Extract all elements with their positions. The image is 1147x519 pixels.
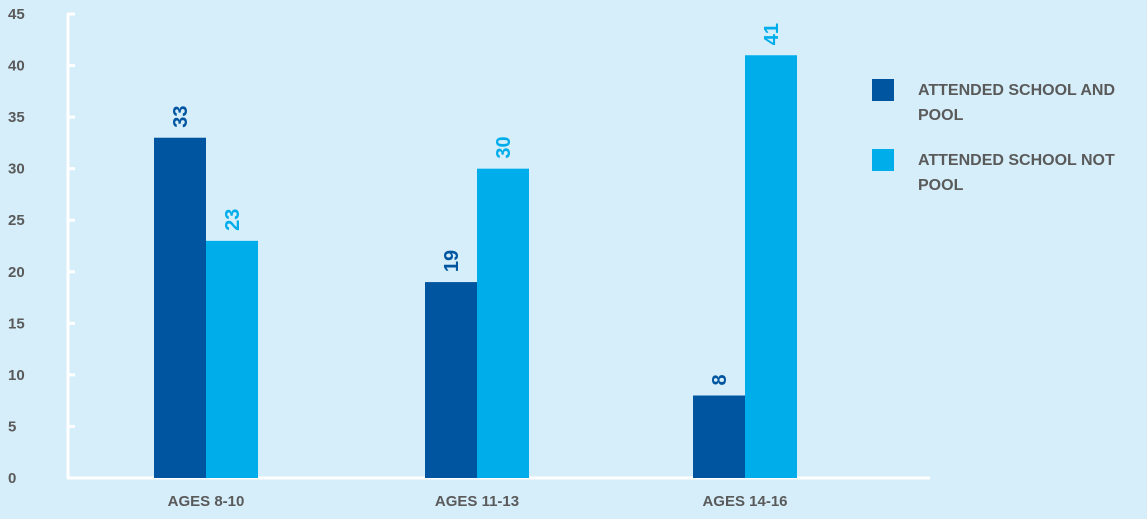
data-label: 41	[761, 23, 783, 45]
bar	[425, 282, 477, 478]
bar	[206, 240, 258, 478]
category-labels: AGES 8-10 AGES 11-13 AGES 14-16	[168, 493, 788, 510]
category-label: AGES 14-16	[702, 493, 787, 510]
bar	[154, 137, 206, 478]
legend-swatch-and-pool	[872, 79, 894, 101]
legend: ATTENDED SCHOOL AND POOL ATTENDED SCHOOL…	[872, 78, 1142, 218]
data-label: 23	[222, 209, 244, 231]
data-labels: 33 19 8 23 30 41	[170, 23, 783, 386]
y-tick-label: 20	[8, 264, 25, 281]
y-tick-label: 40	[8, 58, 25, 75]
y-tick-label: 10	[8, 367, 25, 384]
data-label: 33	[170, 105, 192, 127]
legend-item-not-pool: ATTENDED SCHOOL NOT POOL	[872, 148, 1142, 198]
category-label: AGES 8-10	[168, 493, 245, 510]
category-label: AGES 11-13	[435, 493, 519, 510]
y-axis-ticks: 0 5 10 15 20 25 30 35 40 45	[8, 6, 75, 487]
bar	[745, 55, 797, 478]
y-tick-label: 25	[8, 212, 25, 229]
legend-label-not-pool: ATTENDED SCHOOL NOT POOL	[918, 152, 1115, 194]
bar	[477, 168, 529, 478]
bar	[693, 395, 745, 478]
legend-label-and-pool: ATTENDED SCHOOL AND POOL	[918, 82, 1116, 124]
legend-swatch-not-pool	[872, 149, 894, 171]
bars	[154, 55, 797, 478]
y-tick-label: 35	[8, 109, 25, 126]
y-tick-label: 15	[8, 315, 25, 332]
data-label: 19	[441, 250, 463, 272]
y-tick-label: 0	[8, 470, 16, 487]
y-tick-label: 5	[8, 418, 16, 435]
data-label: 30	[493, 136, 515, 158]
legend-item-and-pool: ATTENDED SCHOOL AND POOL	[872, 78, 1142, 128]
data-label: 8	[709, 374, 731, 385]
y-tick-label: 45	[8, 6, 25, 23]
y-tick-label: 30	[8, 161, 25, 178]
